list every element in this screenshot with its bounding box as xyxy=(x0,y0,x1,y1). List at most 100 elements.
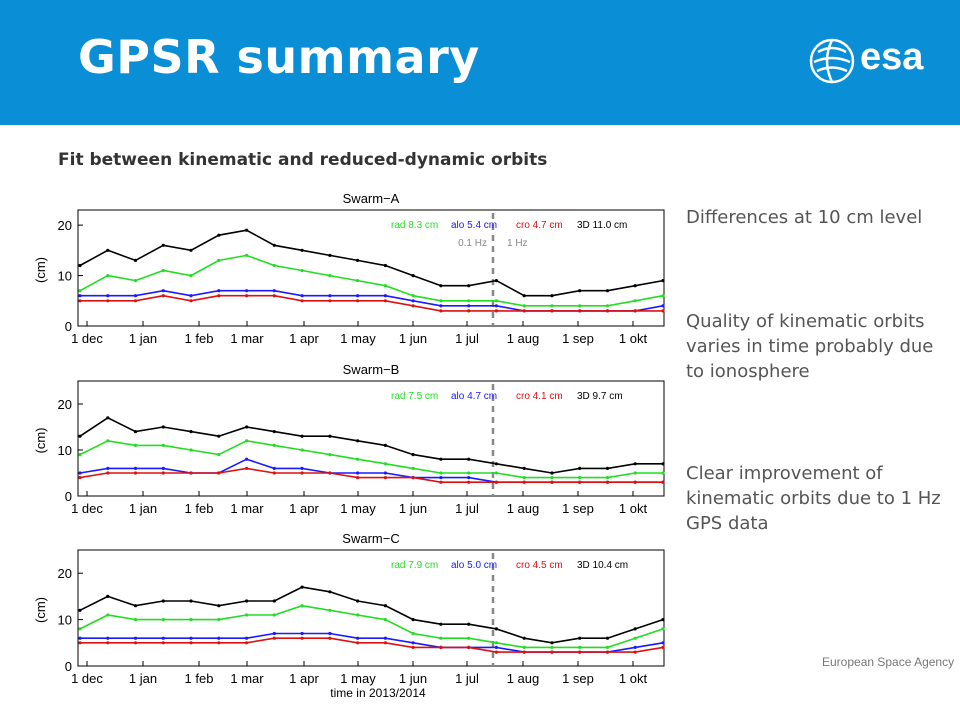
data-point xyxy=(300,268,304,273)
data-point xyxy=(550,650,554,654)
data-point xyxy=(494,641,498,645)
data-point xyxy=(300,434,304,438)
data-point xyxy=(439,476,443,480)
y-tick-label: 10 xyxy=(58,613,72,628)
x-tick-label: 1 apr xyxy=(289,501,319,516)
y-tick-label: 0 xyxy=(65,489,72,504)
legend-entry: cro 4.5 cm xyxy=(516,560,563,571)
series-line-3d xyxy=(79,229,664,297)
data-point xyxy=(439,309,443,313)
data-point xyxy=(161,599,165,603)
data-point xyxy=(411,453,415,457)
data-point xyxy=(106,416,110,420)
data-point xyxy=(494,462,498,466)
data-point xyxy=(300,631,304,636)
data-point xyxy=(661,304,665,308)
data-point xyxy=(217,636,221,640)
y-tick-label: 10 xyxy=(58,443,72,458)
data-point xyxy=(245,636,249,640)
x-tick-label: 1 aug xyxy=(507,331,540,346)
legend-entry: cro 4.7 cm xyxy=(516,220,563,231)
data-point xyxy=(494,627,498,631)
data-point xyxy=(411,641,415,645)
data-point xyxy=(356,476,360,480)
data-point xyxy=(189,248,193,252)
data-point xyxy=(328,453,332,457)
data-point xyxy=(272,263,276,268)
data-point xyxy=(522,480,526,484)
data-point xyxy=(189,599,193,603)
data-point xyxy=(356,599,360,603)
data-point xyxy=(356,471,360,475)
data-point xyxy=(578,480,582,484)
plot-frame xyxy=(77,209,665,327)
data-point xyxy=(467,284,471,288)
data-point xyxy=(439,304,443,308)
plot-frame xyxy=(77,549,665,667)
data-point xyxy=(78,434,82,438)
x-tick-label: 1 jul xyxy=(455,671,479,686)
y-tick-label: 10 xyxy=(58,269,72,284)
data-point xyxy=(605,466,610,470)
x-axis-label: time in 2013/2014 xyxy=(330,686,426,700)
y-tick-label: 20 xyxy=(58,218,72,233)
chart-title: Swarm−C xyxy=(342,531,399,546)
data-point xyxy=(661,471,665,475)
x-tick-label: 1 okt xyxy=(619,501,648,516)
data-point xyxy=(78,476,82,480)
data-point xyxy=(189,274,193,278)
series-line-rad xyxy=(79,254,664,307)
data-point xyxy=(633,480,637,484)
series-line-alo xyxy=(79,458,663,484)
data-point xyxy=(133,430,138,434)
data-point xyxy=(383,462,387,466)
data-point xyxy=(328,471,332,475)
data-point xyxy=(522,645,526,650)
data-point xyxy=(550,641,554,645)
data-point xyxy=(605,480,610,484)
esa-logo: esa xyxy=(808,36,943,88)
data-point xyxy=(467,457,471,461)
data-point xyxy=(328,590,332,594)
data-point xyxy=(467,480,471,484)
data-point xyxy=(494,480,498,484)
data-point xyxy=(328,294,332,298)
data-point xyxy=(133,604,138,608)
data-point xyxy=(245,466,249,470)
data-point xyxy=(605,309,610,313)
data-point xyxy=(439,284,443,288)
data-point xyxy=(605,289,610,293)
data-point xyxy=(550,476,554,480)
data-point xyxy=(78,627,82,631)
data-point xyxy=(161,268,165,273)
data-point xyxy=(272,599,276,603)
data-point xyxy=(661,294,665,298)
data-point xyxy=(106,613,110,617)
data-point xyxy=(494,299,498,303)
series-line-cro xyxy=(79,467,663,484)
data-point xyxy=(411,618,415,622)
data-point xyxy=(161,294,165,298)
slide-subtitle: Fit between kinematic and reduced-dynami… xyxy=(58,150,548,170)
legend-entry: alo 5.0 cm xyxy=(451,560,497,571)
data-point xyxy=(605,650,610,654)
data-point xyxy=(161,243,165,247)
x-tick-label: 1 okt xyxy=(619,331,648,346)
data-point xyxy=(189,618,193,622)
data-point xyxy=(161,443,165,447)
data-point xyxy=(467,636,471,640)
data-point xyxy=(272,636,276,640)
data-point xyxy=(383,471,387,475)
legend-entry: alo 5.4 cm xyxy=(451,220,497,231)
data-point xyxy=(578,304,582,308)
data-point xyxy=(411,299,415,303)
data-point xyxy=(605,636,610,640)
data-point xyxy=(356,294,360,298)
data-point xyxy=(522,466,526,470)
data-point xyxy=(300,466,304,470)
data-point xyxy=(467,622,471,626)
data-point xyxy=(439,480,443,484)
data-point xyxy=(633,636,637,640)
data-point xyxy=(383,618,387,622)
